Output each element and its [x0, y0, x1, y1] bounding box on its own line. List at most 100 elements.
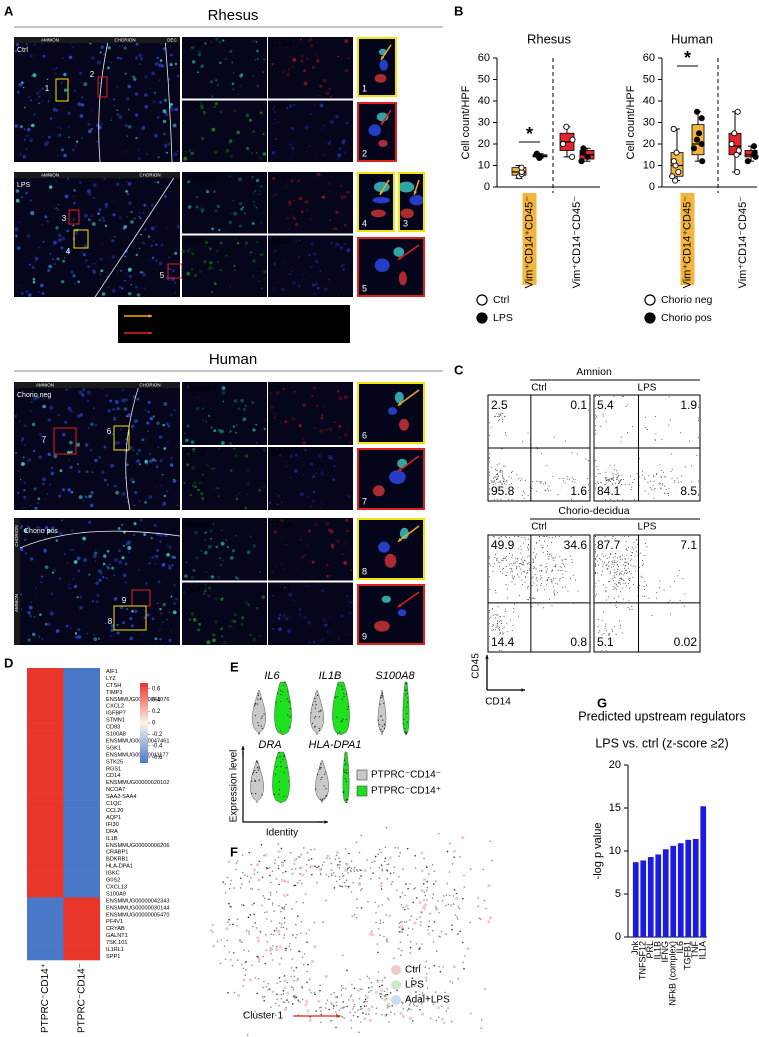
- micrograph-speck: [32, 73, 36, 77]
- cell-dot: [235, 869, 237, 871]
- cell-dot: [280, 761, 281, 762]
- micrograph-speck: [138, 569, 140, 571]
- micrograph-speck: [126, 608, 128, 610]
- bar: [700, 806, 706, 937]
- cell-dot: [378, 906, 380, 908]
- event-dot: [626, 573, 627, 574]
- micrograph-speck: [338, 396, 342, 400]
- micrograph-speck: [102, 244, 103, 245]
- cell-dot: [459, 908, 461, 910]
- data-point: [752, 150, 757, 155]
- micrograph-speck: [233, 88, 235, 90]
- event-dot: [615, 583, 616, 584]
- event-dot: [499, 630, 500, 631]
- micrograph-speck: [239, 225, 242, 228]
- event-dot: [631, 606, 632, 607]
- event-dot: [516, 474, 517, 475]
- micrograph-speck: [28, 638, 31, 641]
- micrograph-speck: [143, 533, 146, 536]
- cell-dot: [425, 976, 428, 979]
- arrow-head: [241, 746, 244, 750]
- cell-dot: [237, 959, 239, 961]
- violin: [272, 752, 289, 803]
- event-dot: [502, 471, 503, 472]
- event-dot: [527, 588, 528, 589]
- event-dot: [519, 563, 520, 564]
- cell-dot: [306, 971, 308, 973]
- cell-dot: [275, 1003, 277, 1005]
- event-dot: [615, 556, 616, 557]
- event-dot: [511, 563, 512, 564]
- micrograph-speck: [105, 623, 106, 624]
- event-dot: [492, 626, 493, 627]
- inset-number: 8: [362, 566, 367, 576]
- event-dot: [612, 578, 613, 579]
- micrograph-speck: [291, 127, 294, 130]
- event-dot: [672, 478, 673, 479]
- micrograph-speck: [247, 482, 250, 485]
- event-dot: [533, 562, 534, 563]
- event-dot: [514, 604, 515, 605]
- cell-dot: [283, 990, 285, 992]
- micrograph-speck: [137, 293, 140, 296]
- event-dot: [504, 481, 505, 482]
- micrograph-speck: [47, 269, 50, 272]
- event-dot: [501, 418, 502, 419]
- micrograph-speck: [100, 269, 103, 272]
- micrograph-speck: [156, 231, 157, 232]
- micrograph-speck: [114, 485, 117, 488]
- colorbar-label: 0.2: [152, 709, 161, 715]
- cell-dot: [405, 904, 408, 907]
- cell-dot: [251, 781, 252, 782]
- micrograph-speck: [244, 507, 247, 510]
- cell-dot: [254, 705, 255, 706]
- cell-dot: [260, 699, 261, 700]
- event-dot: [609, 633, 610, 634]
- event-dot: [613, 475, 614, 476]
- event-dot: [497, 499, 498, 500]
- cell-dot: [254, 873, 256, 875]
- micrograph-speck: [309, 275, 310, 276]
- micrograph-speck: [111, 629, 114, 632]
- event-dot: [605, 478, 606, 479]
- event-dot: [500, 571, 501, 572]
- event-dot: [628, 536, 629, 537]
- cell-dot: [287, 982, 289, 984]
- micrograph-speck: [311, 395, 313, 397]
- event-dot: [625, 562, 626, 563]
- micrograph-speck: [218, 229, 220, 231]
- event-dot: [618, 586, 619, 587]
- cell-dot: [448, 904, 450, 906]
- cell-dot: [401, 950, 403, 952]
- event-dot: [555, 557, 556, 558]
- micrograph-speck: [31, 124, 35, 128]
- micrograph-speck: [235, 454, 239, 458]
- cell-dot: [447, 1007, 449, 1009]
- event-dot: [524, 571, 525, 572]
- event-dot: [543, 552, 544, 553]
- event-dot: [623, 580, 624, 581]
- heatmap-cell: [64, 779, 101, 786]
- event-dot: [616, 634, 617, 635]
- cell-dot: [421, 912, 423, 914]
- cell-dot: [262, 728, 263, 729]
- micrograph-speck: [92, 57, 95, 60]
- y-tick-label: 60: [478, 52, 490, 64]
- cell-dot: [416, 897, 418, 899]
- event-dot: [495, 590, 496, 591]
- cell-dot: [319, 1007, 321, 1009]
- event-dot: [623, 583, 624, 584]
- micrograph-speck: [229, 221, 233, 225]
- event-dot: [562, 570, 563, 571]
- cell-dot: [386, 940, 388, 942]
- cell-dot: [341, 886, 343, 888]
- event-dot: [698, 495, 699, 496]
- micrograph-speck: [35, 587, 37, 589]
- micrograph-speck: [271, 571, 274, 574]
- cell-dot: [381, 984, 383, 986]
- micrograph: [14, 172, 180, 297]
- micrograph-speck: [204, 539, 206, 541]
- event-dot: [618, 596, 619, 597]
- event-dot: [506, 435, 507, 436]
- event-dot: [620, 625, 621, 626]
